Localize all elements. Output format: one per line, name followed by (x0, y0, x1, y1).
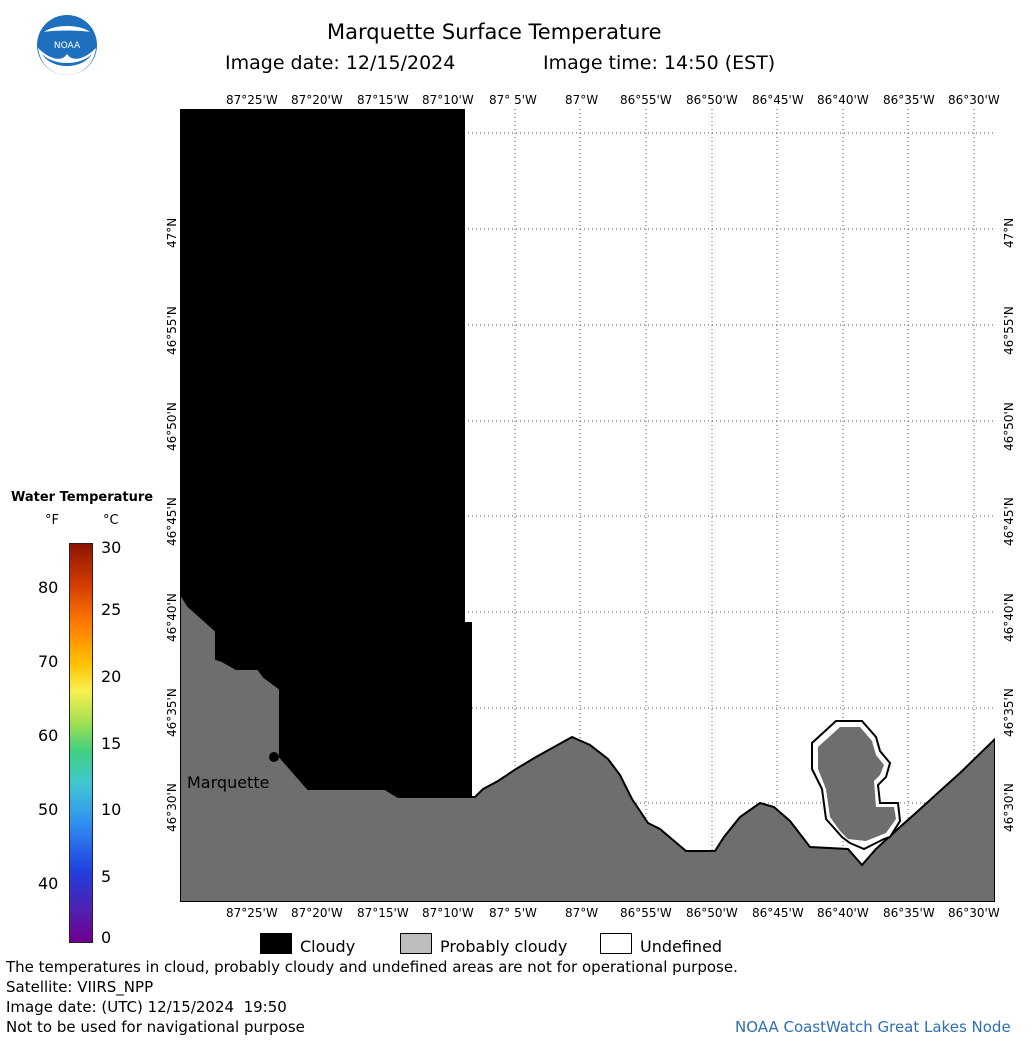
f-tick: 50 (38, 800, 59, 819)
c-tick: 30 (101, 538, 122, 557)
c-tick: 20 (101, 667, 122, 686)
navigation-warning: Not to be used for navigational purpose (6, 1018, 305, 1036)
lon-label: 87°15'W (357, 93, 409, 107)
satellite-text: Satellite: VIIRS_NPP (6, 978, 154, 996)
lat-label: 47°N (165, 217, 179, 248)
noaa-logo-text: NOAA (54, 41, 81, 51)
colorbar-title: Water Temperature (11, 490, 154, 505)
image-date: Image date: 12/15/2024 (225, 52, 456, 74)
disclaimer-text: The temperatures in cloud, probably clou… (6, 958, 738, 976)
lon-label: 86°55'W (620, 906, 672, 920)
lon-label: 87°10'W (422, 906, 474, 920)
colorbar-unit-c: °C (103, 513, 119, 528)
lon-label: 86°35'W (883, 93, 935, 107)
lon-label: 87°10'W (422, 93, 474, 107)
lat-label: 47°N (1002, 217, 1016, 248)
credit-link[interactable]: NOAA CoastWatch Great Lakes Node (735, 1018, 1011, 1036)
lon-label: 87° 5'W (489, 93, 537, 107)
f-tick: 40 (38, 874, 59, 893)
probably-cloudy-label: Probably cloudy (440, 937, 568, 956)
colorbar (69, 543, 93, 943)
lat-label: 46°35'N (1002, 688, 1016, 737)
cloudy-swatch (260, 933, 292, 954)
map-panel (179, 109, 996, 903)
lat-label: 46°50'N (1002, 402, 1016, 451)
lat-label: 46°40'N (1002, 593, 1016, 642)
lon-label: 86°45'W (752, 93, 804, 107)
c-tick: 25 (101, 600, 122, 619)
lon-label: 87° 5'W (489, 906, 537, 920)
lat-label: 46°45'N (165, 497, 179, 546)
lon-label: 86°55'W (620, 93, 672, 107)
f-tick: 70 (38, 652, 59, 671)
image-time: Image time: 14:50 (EST) (543, 52, 776, 74)
lon-label: 86°40'W (817, 93, 869, 107)
lon-label: 86°45'W (752, 906, 804, 920)
lon-label: 86°35'W (883, 906, 935, 920)
lat-label: 46°35'N (165, 688, 179, 737)
lat-label: 46°30'N (1002, 783, 1016, 832)
lat-label: 46°50'N (165, 402, 179, 451)
c-tick: 0 (101, 928, 112, 947)
lon-label: 87°20'W (291, 93, 343, 107)
lat-label: 46°40'N (165, 593, 179, 642)
lon-label: 86°40'W (817, 906, 869, 920)
city-label-marquette: Marquette (187, 773, 270, 792)
map-title: Marquette Surface Temperature (327, 20, 662, 44)
lon-label: 86°30'W (948, 906, 1000, 920)
undefined-label: Undefined (640, 937, 723, 956)
lon-label: 87°W (565, 93, 599, 107)
lon-label: 86°50'W (686, 93, 738, 107)
lat-label: 46°55'N (1002, 306, 1016, 355)
cloudy-area (180, 109, 472, 797)
lon-label: 87°W (565, 906, 599, 920)
c-tick: 5 (101, 867, 112, 886)
f-tick: 60 (38, 726, 59, 745)
lat-label: 46°30'N (165, 783, 179, 832)
lon-label: 86°30'W (948, 93, 1000, 107)
lon-label: 87°20'W (291, 906, 343, 920)
map-svg (179, 109, 996, 903)
lon-label: 86°50'W (686, 906, 738, 920)
lon-label: 87°25'W (226, 93, 278, 107)
cloudy-label: Cloudy (300, 937, 356, 956)
noaa-logo-icon: NOAA (36, 14, 98, 76)
probably-cloudy-swatch (400, 933, 432, 954)
marquette-point (269, 752, 279, 762)
colorbar-unit-f: °F (45, 513, 59, 528)
undefined-swatch (600, 933, 632, 954)
lon-label: 87°25'W (226, 906, 278, 920)
lat-label: 46°55'N (165, 306, 179, 355)
c-tick: 10 (101, 800, 122, 819)
utc-date-text: Image date: (UTC) 12/15/2024 19:50 (6, 998, 287, 1016)
f-tick: 80 (38, 578, 59, 597)
c-tick: 15 (101, 734, 122, 753)
lat-label: 46°45'N (1002, 497, 1016, 546)
lon-label: 87°15'W (357, 906, 409, 920)
